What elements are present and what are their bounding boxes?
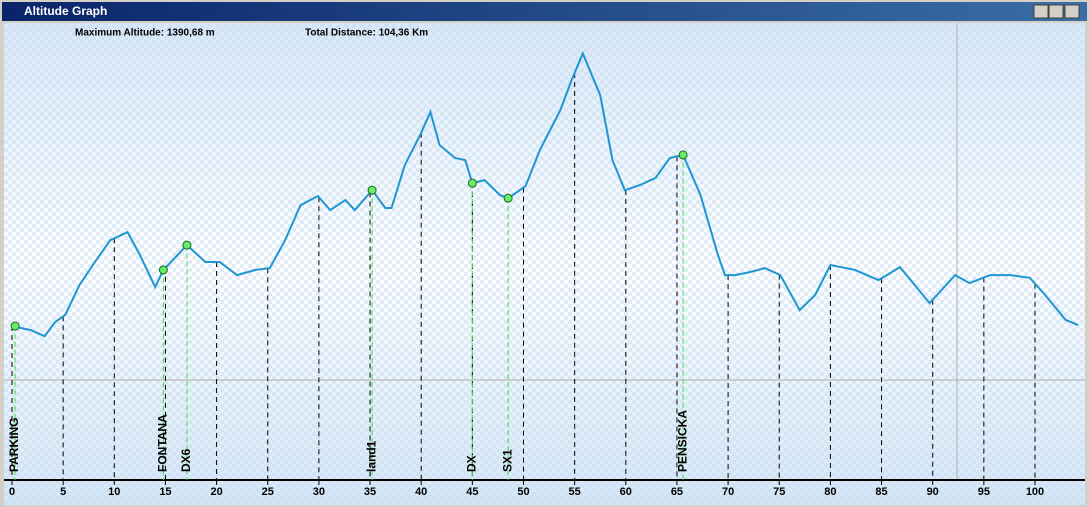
x-tick-label: 0 [9,486,15,498]
x-tick-label: 90 [927,486,939,498]
window-title: Altitude Graph [24,4,107,18]
x-tick-label: 5 [60,486,66,498]
waypoint-marker [503,193,513,203]
x-tick-label: 25 [262,486,274,498]
waypoint-label: land1 [364,440,378,472]
waypoint-marker [678,150,688,160]
waypoint-label: FONTANA [156,414,170,472]
x-tick-label: 80 [824,486,836,498]
x-tick-label: 70 [722,486,734,498]
waypoint-marker [467,178,477,188]
waypoint-marker [10,321,20,331]
waypoint-label: DX6 [179,448,193,472]
x-tick-label: 65 [671,486,683,498]
x-tick-label: 95 [978,486,990,498]
annotation: Total Distance: 104,36 Km [305,28,428,39]
waypoint-label: DX [465,455,479,472]
x-tick-label: 60 [620,486,632,498]
x-tick-label: 40 [415,486,427,498]
x-tick-label: 35 [364,486,376,498]
x-tick-label: 10 [108,486,120,498]
waypoint-marker [367,185,377,195]
close-button[interactable] [1064,4,1080,19]
x-tick-label: 45 [466,486,478,498]
x-tick-label: 30 [313,486,325,498]
title-bar [2,2,1087,21]
x-tick-label: 20 [210,486,222,498]
x-tick-label: 85 [875,486,887,498]
x-tick-label: 55 [569,486,581,498]
x-tick-label: 100 [1026,486,1044,498]
x-tick-label: 15 [159,486,171,498]
plot-pattern [4,23,1085,505]
waypoint-label: PARKING [7,418,21,472]
x-tick-label: 50 [517,486,529,498]
maximize-button[interactable] [1048,4,1064,19]
annotation: Maximum Altitude: 1390,68 m [75,28,215,39]
plot: 0 5 10 15 20 25 30 35 40 45 50 55 60 65 70 75 80 85 90 95 10… [4,50,1085,498]
x-tick-label: 75 [773,486,785,498]
altitude-line [11,50,1079,338]
waypoint-marker [158,265,168,275]
minimize-button[interactable] [1033,4,1049,19]
waypoint-label: PENSICKA [675,410,689,472]
waypoint-label: SX1 [500,449,514,472]
waypoint-marker [182,240,192,250]
